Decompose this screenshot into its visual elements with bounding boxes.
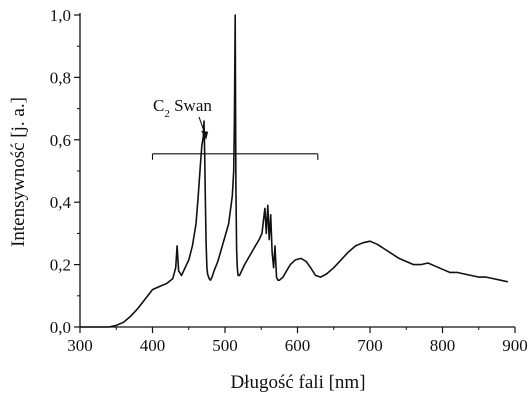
y-axis-label: Intensywność [j. a.] xyxy=(8,97,29,247)
x-axis-label: Długość fali [nm] xyxy=(230,372,365,393)
y-tick-label: 0,6 xyxy=(50,131,71,150)
x-tick-label: 900 xyxy=(502,336,528,355)
x-tick-label: 600 xyxy=(285,336,311,355)
y-tick-label: 0,0 xyxy=(50,318,71,337)
x-tick-label: 300 xyxy=(67,336,93,355)
swan-annotation-label: C2 Swan xyxy=(153,96,212,120)
x-tick-label: 800 xyxy=(430,336,456,355)
y-tick-label: 1,0 xyxy=(50,6,71,25)
y-tick-label: 0,4 xyxy=(50,193,72,212)
x-tick-label: 500 xyxy=(212,336,238,355)
swan-arrow-head xyxy=(201,130,209,140)
spectrum-line xyxy=(80,14,508,328)
x-tick-label: 700 xyxy=(357,336,383,355)
y-tick-label: 0,2 xyxy=(50,256,71,275)
y-tick-label: 0,8 xyxy=(50,68,71,87)
x-tick-label: 400 xyxy=(140,336,166,355)
